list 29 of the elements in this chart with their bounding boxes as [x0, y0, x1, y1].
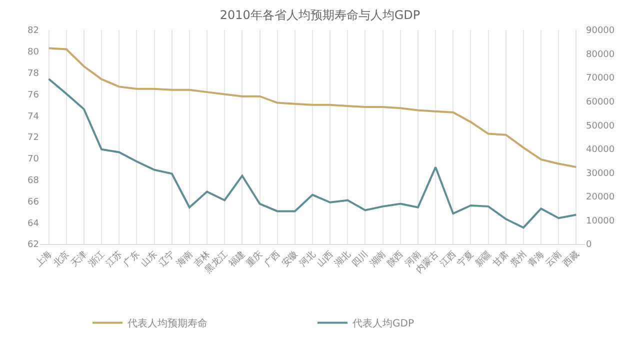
y2-tick-label: 30000 [586, 168, 615, 179]
legend-label: 代表人均预期寿命 [126, 318, 208, 330]
y2-tick-label: 50000 [586, 121, 615, 132]
line-series [48, 47, 578, 168]
y2-tick-label: 20000 [586, 192, 615, 203]
y-tick-label: 68 [28, 176, 40, 186]
y2-tick-label: 40000 [586, 145, 615, 156]
y-tick-label: 64 [28, 218, 40, 229]
x-tick-label: 福建 [226, 248, 248, 270]
y2-tick-label: 90000 [586, 26, 615, 36]
x-tick-label: 西藏 [561, 248, 582, 270]
line-series [48, 78, 578, 229]
y-tick-label: 72 [28, 133, 39, 144]
y-tick-label: 66 [28, 197, 40, 208]
y2-tick-label: 10000 [586, 216, 615, 226]
y-tick-label: 82 [28, 26, 39, 36]
y-tick-label: 78 [28, 68, 40, 79]
x-tick-label: 江西 [438, 248, 458, 270]
y-tick-label: 74 [28, 112, 40, 122]
y2-tick-label: 0 [586, 240, 592, 250]
y2-tick-label: 70000 [586, 74, 615, 84]
chart-title: 2010年各省人均预期寿命与人均GDP [220, 8, 420, 22]
legend-label: 代表人均GDP [352, 318, 414, 330]
y2-tick-label: 60000 [586, 97, 615, 108]
y-tick-label: 76 [28, 90, 40, 100]
y2-tick-label: 80000 [586, 50, 615, 60]
y-tick-label: 62 [28, 240, 39, 250]
y-tick-label: 80 [28, 48, 40, 58]
y-tick-label: 70 [28, 154, 40, 165]
